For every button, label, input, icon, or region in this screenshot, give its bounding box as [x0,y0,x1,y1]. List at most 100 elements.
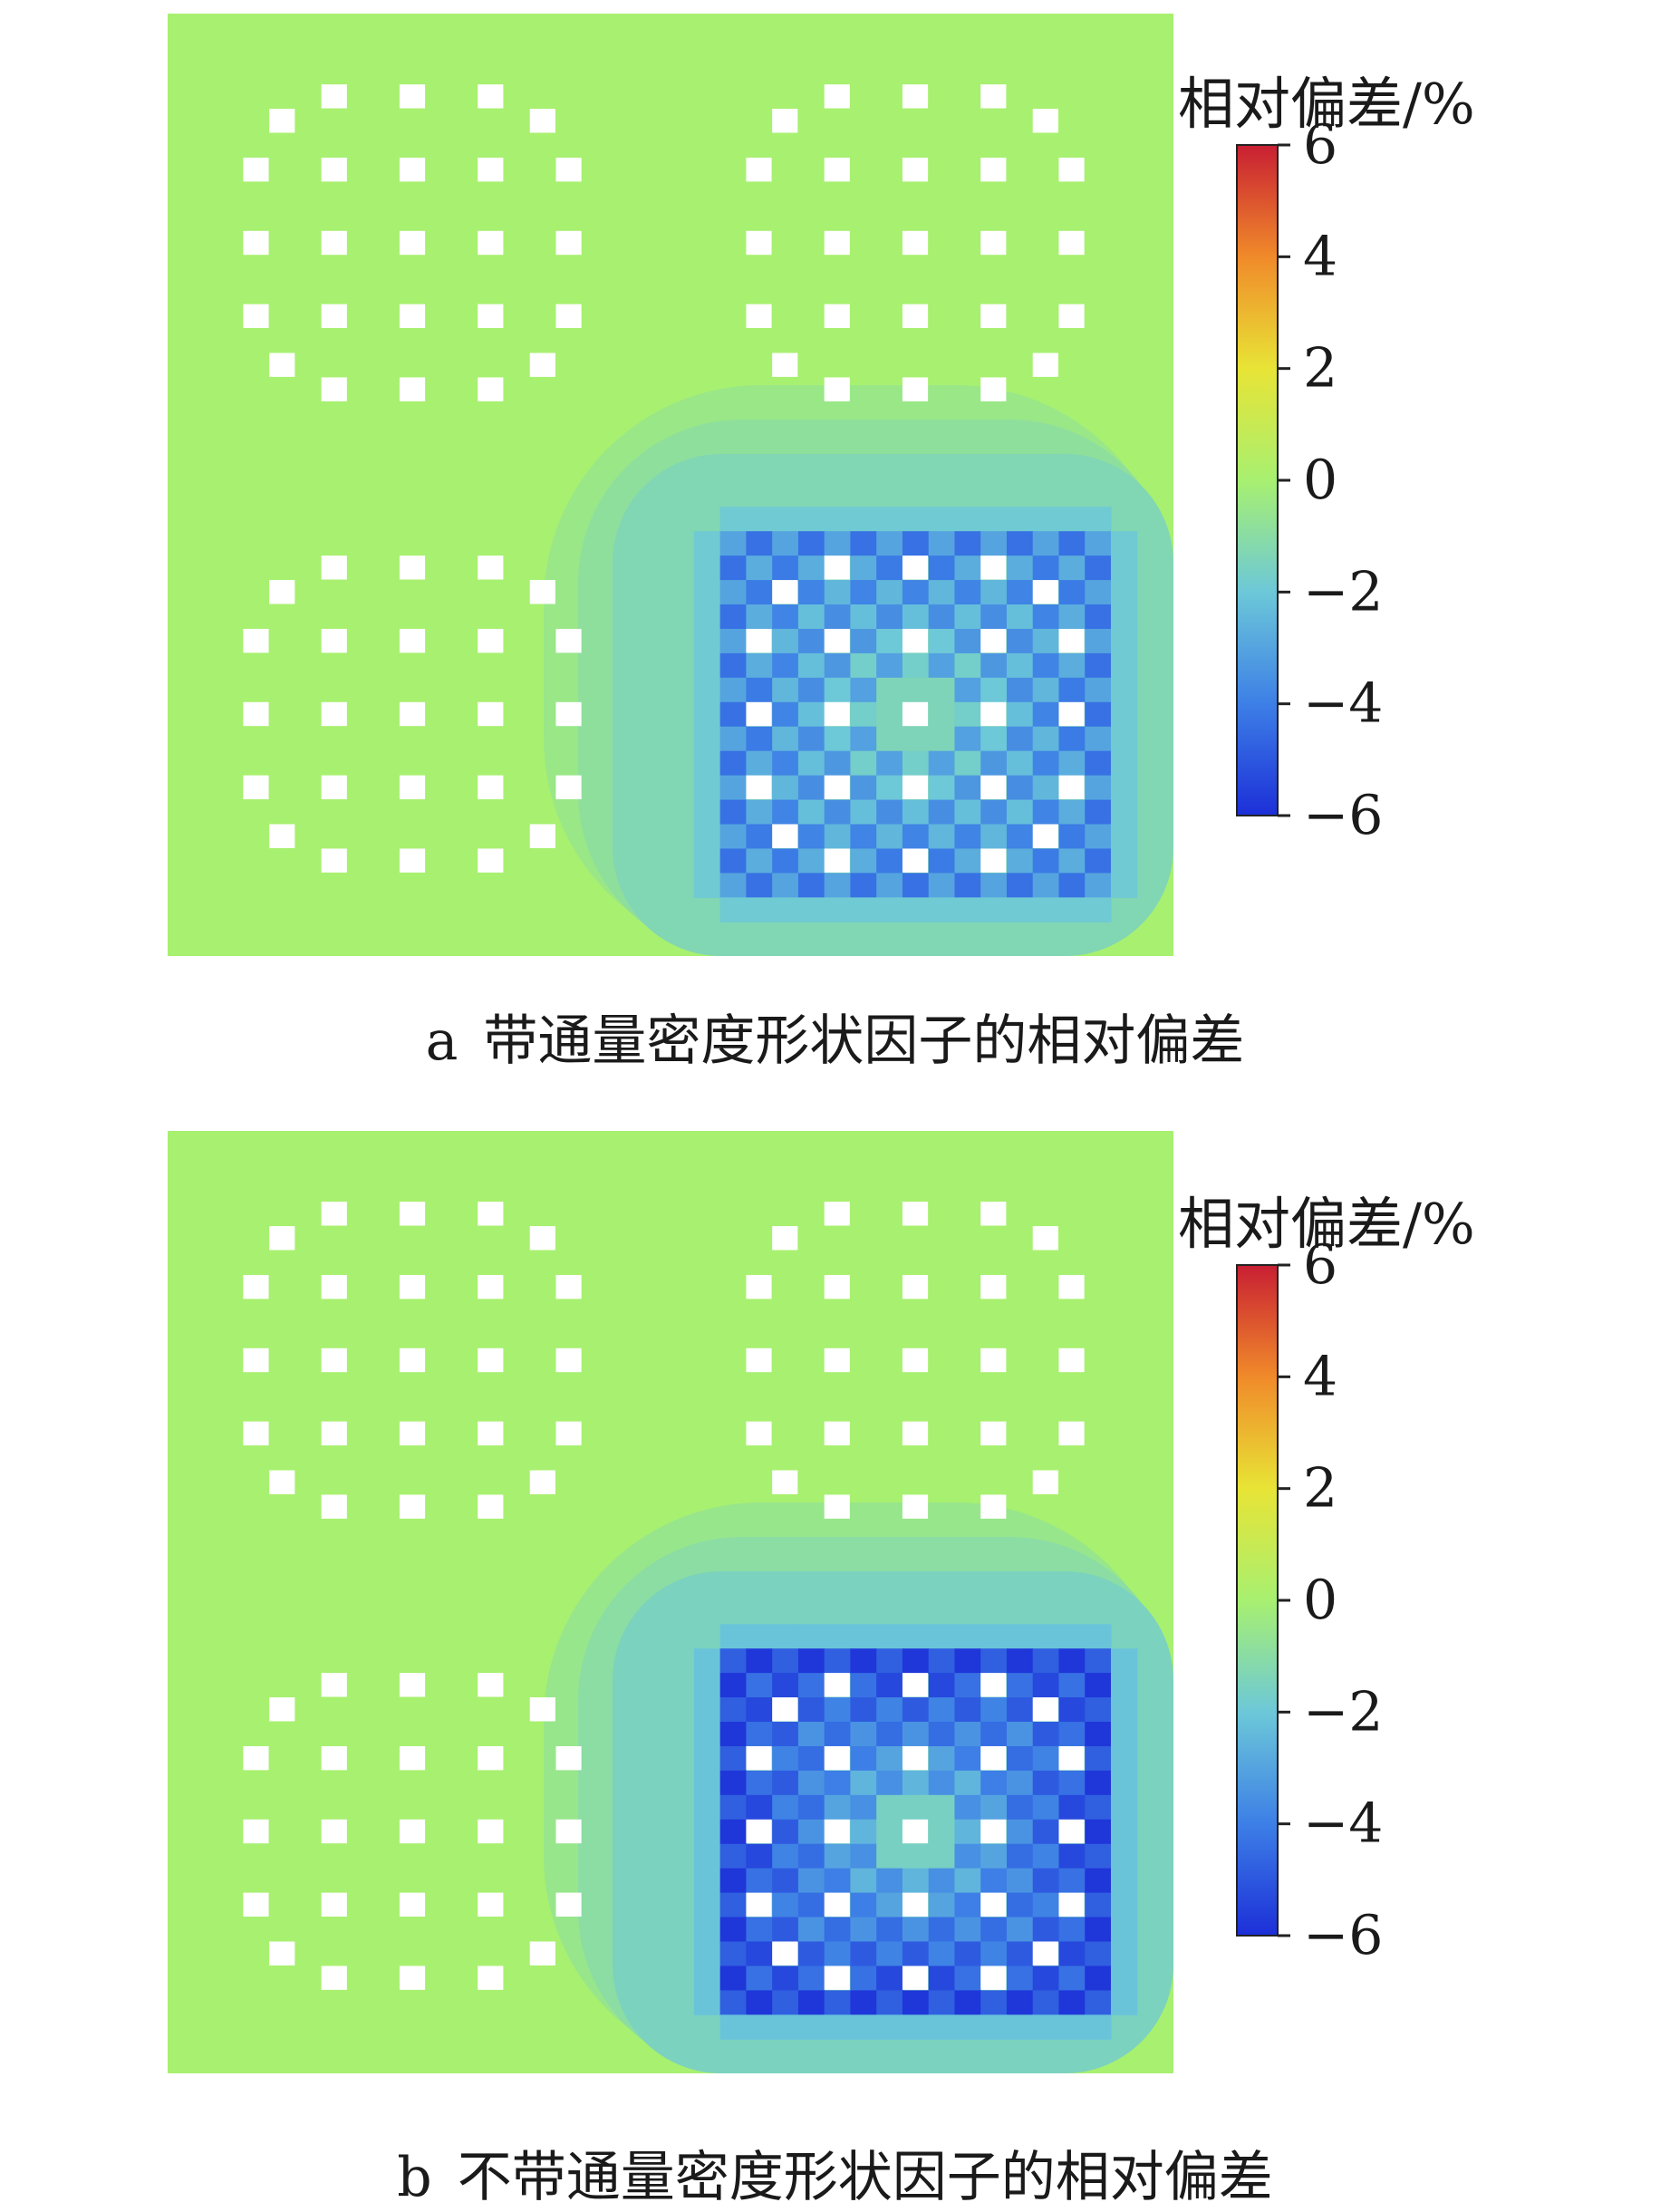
fuel-rod-cell [719,750,747,777]
guide-tube-cell [399,157,426,182]
guide-tube-cell [772,353,798,377]
fuel-rod-cell [876,1892,903,1918]
fuel-rod-cell [876,897,903,922]
fuel-rod-cell [1110,580,1138,605]
fuel-rod-cell [850,1624,877,1649]
guide-tube-cell [321,1274,347,1299]
fuel-rod-cell [980,531,1008,556]
fuel-rod-cell [1058,873,1086,898]
fuel-rod-cell [902,677,930,703]
fuel-rod-cell [824,1770,852,1796]
guide-tube-cell [321,1892,347,1917]
fuel-rod-cell [1006,652,1034,679]
fuel-rod-cell [1006,1819,1034,1845]
guide-tube-cell [269,109,295,133]
fuel-rod-cell [1006,1745,1034,1772]
fuel-rod-cell [954,555,981,581]
fuel-rod-cell [1110,873,1138,898]
fuel-rod-cell [1085,701,1112,728]
guide-tube-cell [269,824,295,848]
fuel-rod-cell [1058,1990,1086,2015]
fuel-rod-cell [1006,531,1034,556]
fuel-rod-cell [693,1868,721,1894]
fuel-rod-cell [1085,677,1112,703]
fuel-rod-cell [1006,507,1034,532]
fuel-rod-cell [1085,1648,1112,1674]
fuel-rod-cell [850,2014,877,2040]
panel-b: 6 4 2 0 −2 −4 −6 相对偏差/% b 不带通量密度形状因子的相对偏差 [0,1102,1670,2209]
guide-tube-cell [746,1347,772,1373]
fuel-rod-cell [980,873,1008,898]
fuel-rod-cell [954,507,981,532]
guide-tube-cell [746,304,772,329]
assembly-1 [243,1202,582,1519]
guide-tube-cell [555,1745,582,1771]
fuel-rod-cell [980,652,1008,679]
fuel-rod-cell [824,1697,852,1723]
fuel-rod-cell [693,604,721,630]
fuel-rod-cell [876,1819,903,1845]
guide-tube-cell [478,701,504,727]
fuel-rod-cell [850,652,877,679]
fuel-rod-cell [980,1990,1008,2015]
fuel-rod-cell [797,848,825,874]
fuel-rod-cell [1110,848,1138,874]
fuel-rod-cell [1085,1697,1112,1723]
fuel-rod-cell [850,1745,877,1772]
guide-tube-cell [746,701,772,727]
fuel-rod-cell [1006,897,1034,922]
guide-tube-cell [1058,701,1085,727]
fuel-rod-cell [954,1648,981,1674]
guide-tube-cell [902,377,929,401]
fuel-rod-cell [980,1697,1008,1723]
guide-tube-cell [1032,1226,1058,1251]
guide-tube-cell [529,1941,555,1966]
guide-tube-cell [321,628,347,653]
fuel-rod-cell [980,799,1008,826]
fuel-rod-cell [1085,1868,1112,1894]
fuel-rod-cell [1006,580,1034,605]
fuel-rod-cell [902,1843,930,1869]
guide-tube-cell [243,157,269,182]
fuel-rod-cell [876,750,903,777]
colorbar-tick-label: −4 [1303,1792,1383,1856]
fuel-rod-cell [1110,1722,1138,1747]
fuel-rod-cell [876,2014,903,2040]
guide-tube-cell [1032,1470,1058,1494]
fuel-rod-cell [876,1745,903,1772]
fuel-rod-cell [954,1745,981,1772]
guide-tube-cell [980,1202,1007,1226]
fuel-rod-cell [928,701,956,728]
guide-tube-cell [772,580,798,604]
fuel-rod-cell [693,1990,721,2015]
guide-tube-cell [902,1494,929,1519]
fuel-rod-cell [1110,1819,1138,1845]
fuel-rod-cell [797,580,825,605]
fuel-rod-cell [850,799,877,826]
fuel-rod-cell [772,604,799,630]
fuel-rod-cell [1110,1990,1138,2015]
fuel-rod-cell [1085,1722,1112,1747]
colorbar-title-a: 相对偏差/% [1178,71,1475,137]
fuel-rod-cell [746,1917,773,1943]
fuel-rod-cell [1085,848,1112,874]
fuel-rod-cell [1058,555,1086,581]
fuel-rod-cell [980,1843,1008,1869]
fuel-rod-cell [980,824,1008,850]
guide-tube-cell [824,1202,850,1226]
fuel-rod-cell [719,677,747,703]
fuel-rod-cell [850,1722,877,1747]
guide-tube-cell [1032,1697,1058,1722]
fuel-rod-cell [1085,1794,1112,1821]
fuel-rod-cell [746,1843,773,1869]
fuel-rod-cell [1110,750,1138,777]
fuel-rod-cell [1085,1673,1112,1698]
fuel-rod-cell [772,628,799,654]
fuel-rod-cell [824,677,852,703]
fuel-rod-cell [1110,1917,1138,1943]
fuel-rod-cell [1110,555,1138,581]
assembly-2 [746,84,1085,401]
guide-tube-cell [980,1966,1007,1990]
guide-tube-cell [399,1673,426,1697]
fuel-rod-cell [1032,799,1060,826]
